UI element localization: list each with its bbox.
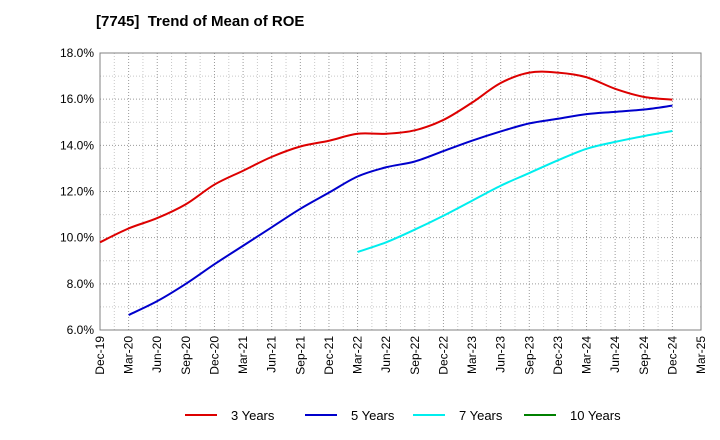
legend-swatch <box>305 414 337 416</box>
x-tick-label: Jun-20 <box>150 336 164 373</box>
y-tick-label: 12.0% <box>60 185 94 199</box>
x-tick-label: Mar-25 <box>694 336 708 374</box>
x-tick-label: Sep-20 <box>179 336 193 375</box>
x-tick-label: Jun-22 <box>379 336 393 373</box>
y-tick-label: 10.0% <box>60 231 94 245</box>
legend-swatch <box>524 414 556 416</box>
legend-swatch <box>185 414 217 416</box>
legend-item: 5 Years <box>305 404 394 426</box>
legend-label: 3 Years <box>231 407 275 423</box>
y-tick-label: 16.0% <box>60 92 94 106</box>
x-tick-label: Dec-21 <box>322 336 336 375</box>
chart-title: [7745] Trend of Mean of ROE <box>96 13 305 30</box>
legend-label: 7 Years <box>459 407 503 423</box>
legend: 3 Years 5 Years 7 Years 10 Years <box>0 404 720 426</box>
x-tick-label: Sep-23 <box>522 336 536 375</box>
x-tick-label: Dec-19 <box>93 336 107 375</box>
x-tick-label: Mar-23 <box>465 336 479 374</box>
legend-label: 10 Years <box>570 407 621 423</box>
legend-item: 3 Years <box>185 404 274 426</box>
x-tick-label: Mar-22 <box>351 336 365 374</box>
series-lines <box>99 70 673 316</box>
legend-item: 7 Years <box>413 404 502 426</box>
x-tick-label: Jun-21 <box>265 336 279 373</box>
x-tick-label: Sep-21 <box>293 336 307 375</box>
legend-label: 5 Years <box>351 407 395 423</box>
x-tick-label: Mar-20 <box>122 336 136 374</box>
y-tick-label: 14.0% <box>60 138 94 152</box>
legend-item: 10 Years <box>524 404 621 426</box>
y-axis-ticks: 6.0% 8.0% 10.0% 12.0% 14.0% 16.0% 18.0% <box>60 46 94 337</box>
x-tick-label: Jun-23 <box>494 336 508 373</box>
series-line-3-years <box>99 70 673 244</box>
x-tick-label: Dec-24 <box>665 336 679 375</box>
y-tick-label: 8.0% <box>67 277 95 291</box>
y-tick-label: 6.0% <box>67 323 95 337</box>
x-tick-label: Sep-24 <box>637 336 651 375</box>
x-tick-label: Dec-23 <box>551 336 565 375</box>
series-line-5-years <box>128 104 673 316</box>
x-tick-label: Mar-21 <box>236 336 250 374</box>
x-tick-label: Jun-24 <box>608 336 622 373</box>
x-tick-label: Dec-20 <box>207 336 221 375</box>
x-tick-label: Sep-22 <box>408 336 422 375</box>
x-tick-label: Mar-24 <box>580 336 594 374</box>
legend-swatch <box>413 414 445 416</box>
grid-lines <box>100 53 701 330</box>
x-tick-label: Dec-22 <box>436 336 450 375</box>
y-tick-label: 18.0% <box>60 46 94 60</box>
plot-frame <box>99 52 702 331</box>
x-axis-ticks: Dec-19 Mar-20 Jun-20 Sep-20 Dec-20 Mar-21 Jun-… <box>93 336 708 375</box>
series-line-7-years <box>357 130 673 253</box>
